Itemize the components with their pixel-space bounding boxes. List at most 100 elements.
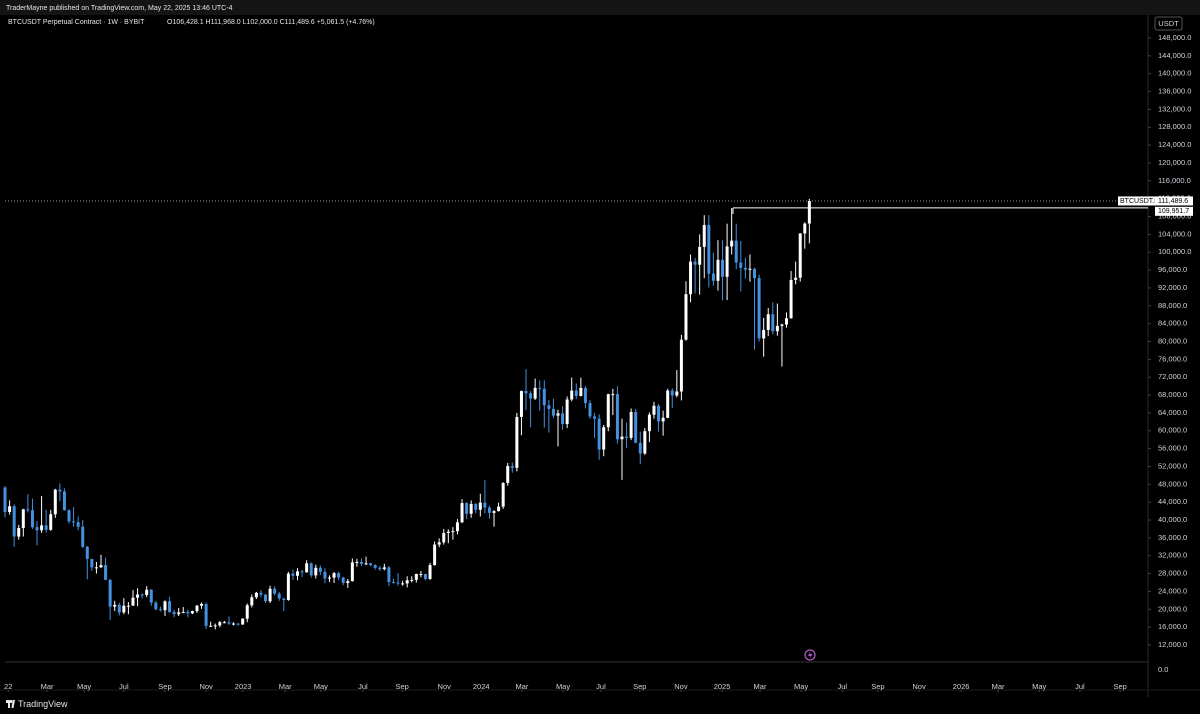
- candle-body: [378, 567, 382, 570]
- candle-body: [346, 581, 350, 583]
- candle-body: [369, 563, 373, 566]
- candle-body: [629, 412, 633, 438]
- candle-body: [245, 605, 249, 619]
- candle-body: [359, 561, 363, 564]
- candle-body: [364, 563, 368, 565]
- y-tick-label: 68,000.0: [1158, 390, 1187, 399]
- y-tick-label: 124,000.0: [1158, 140, 1191, 149]
- x-tick-label: Sep: [1113, 682, 1126, 691]
- candle-body: [446, 531, 450, 533]
- currency-box[interactable]: [1154, 16, 1183, 31]
- x-tick-label: Nov: [912, 682, 926, 691]
- brand-logo[interactable]: TradingView: [6, 699, 68, 709]
- candle-body: [250, 597, 254, 606]
- candle-body: [460, 503, 464, 523]
- x-tick-label: 22: [4, 682, 12, 691]
- last-price-name: BTCUSDT.P: [1120, 198, 1159, 205]
- candle-body: [85, 546, 89, 559]
- candle-body: [579, 387, 583, 396]
- x-tick-label: Sep: [871, 682, 884, 691]
- x-tick-label: Nov: [199, 682, 213, 691]
- candle-body: [789, 279, 793, 319]
- candle-body: [643, 431, 647, 454]
- last-price-box: [1155, 196, 1193, 206]
- x-tick-label: Jul: [119, 682, 129, 691]
- candle-body: [538, 387, 542, 389]
- level-label-box: [1155, 206, 1193, 216]
- y-tick-label: 116,000.0: [1158, 176, 1191, 185]
- candle-body: [766, 314, 770, 330]
- brand-name: TradingView: [18, 699, 68, 709]
- y-tick-label: 148,000.0: [1158, 33, 1191, 42]
- brand-icon: [6, 700, 15, 708]
- x-tick-label: May: [1032, 682, 1046, 691]
- candle-body: [519, 391, 523, 417]
- y-tick-label: 24,000.0: [1158, 586, 1187, 595]
- x-tick-label: Mar: [754, 682, 767, 691]
- y-tick-label: 16,000.0: [1158, 622, 1187, 631]
- candle-body: [227, 622, 231, 624]
- ohlc-info: O106,428.1 H111,968.0 L102,000.0 C111,48…: [167, 19, 375, 26]
- subpane-tick-label: 0.0: [1158, 665, 1168, 674]
- publish-bar: [0, 0, 1200, 15]
- candle-body: [794, 277, 798, 280]
- candle-body: [510, 466, 514, 468]
- candle-body: [414, 574, 418, 580]
- candle-body: [515, 416, 519, 468]
- y-tick-label: 60,000.0: [1158, 426, 1187, 435]
- y-tick-label: 52,000.0: [1158, 461, 1187, 470]
- y-tick-label: 136,000.0: [1158, 87, 1191, 96]
- y-tick-label: 72,000.0: [1158, 372, 1187, 381]
- candle-body: [259, 592, 263, 595]
- candle-body: [268, 588, 272, 602]
- candle-body: [647, 414, 651, 432]
- candle-body: [81, 526, 85, 547]
- candle-body: [145, 589, 149, 596]
- candle-body: [67, 510, 71, 522]
- y-tick-label: 12,000.0: [1158, 640, 1187, 649]
- candle-body: [8, 506, 12, 512]
- candle-body: [149, 589, 153, 603]
- candle-body: [72, 521, 76, 523]
- x-tick-label: Mar: [992, 682, 1005, 691]
- candle-body: [126, 605, 130, 607]
- event-icon[interactable]: [804, 649, 816, 661]
- candle-body: [442, 532, 446, 543]
- candle-body: [309, 563, 313, 576]
- y-tick-label: 76,000.0: [1158, 354, 1187, 363]
- candle-body: [232, 623, 236, 625]
- publish-info: TraderMayne published on TradingView.com…: [6, 5, 233, 12]
- candle-body: [90, 558, 94, 568]
- candle-body: [679, 339, 683, 392]
- candle-body: [620, 436, 624, 440]
- candle-body: [382, 567, 386, 570]
- candle-body: [716, 259, 720, 281]
- candle-body: [204, 603, 208, 626]
- candle-body: [200, 603, 204, 606]
- plot: 148,000.0 144,000.0 140,000.0 136,000.0 132,…: [3, 33, 1193, 692]
- candle-body: [583, 387, 587, 404]
- candle-body: [707, 225, 711, 274]
- candle-body: [222, 622, 226, 624]
- candle-body: [807, 200, 811, 224]
- x-tick-label: Mar: [41, 682, 54, 691]
- candle-body: [158, 609, 162, 611]
- candle-body: [241, 618, 245, 625]
- candle-body: [501, 482, 505, 507]
- x-tick-label: Sep: [395, 682, 408, 691]
- candle-body: [300, 571, 304, 573]
- candle-body: [652, 405, 656, 415]
- y-tick-label: 28,000.0: [1158, 569, 1187, 578]
- y-tick-label: 56,000.0: [1158, 444, 1187, 453]
- candle-body: [12, 506, 16, 537]
- candle-body: [282, 598, 286, 600]
- candle-body: [337, 573, 341, 578]
- candle-body: [186, 611, 190, 614]
- y-tick-label: 100,000.0: [1158, 247, 1191, 256]
- currency: USDT: [1158, 19, 1179, 28]
- candle-body: [730, 240, 734, 247]
- candle-body: [602, 427, 606, 450]
- y-tick-label: 64,000.0: [1158, 408, 1187, 417]
- candle-body: [785, 318, 789, 325]
